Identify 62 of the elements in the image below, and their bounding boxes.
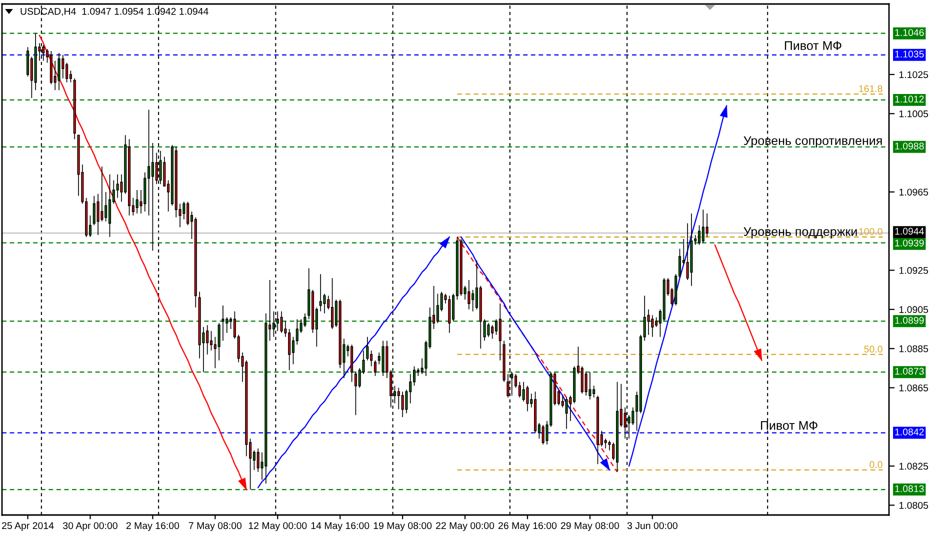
y-tick-label: 1.0905 [899, 306, 928, 314]
y-tick-label: 1.0865 [899, 384, 928, 392]
candlestick [73, 78, 76, 140]
candlestick [542, 424, 544, 445]
ref-line-label: 1.0988 [895, 142, 924, 150]
annotation: Пивот МФ [760, 421, 818, 430]
x-tick-label: 14 May 16:00 [311, 522, 370, 532]
ref-line-label: 1.0873 [895, 368, 924, 375]
line-series [38, 34, 247, 490]
candlestick [350, 344, 354, 382]
y-tick-label: 1.0825 [899, 462, 928, 470]
x-tick-label: 7 May 08:00 [188, 522, 242, 532]
candlestick [498, 303, 502, 361]
candlestick [401, 391, 404, 418]
x-tick-label: 25 Apr 2014 [2, 522, 54, 532]
annotation: Уровень сопротивления [744, 136, 882, 148]
x-tick-label: 2 May 16:00 [126, 522, 180, 532]
x-tick-label: 22 May 00:00 [436, 522, 494, 532]
x-tick-label: 12 May 00:00 [248, 522, 307, 532]
chart-title: USDCAD,H4 1.0947 1.0954 1.0942 1.0944 [20, 8, 208, 16]
ref-line-label: 1.0842 [895, 428, 924, 436]
candlestick [58, 52, 60, 91]
y-tick-label: 1.0965 [899, 188, 928, 196]
line-series [714, 244, 762, 361]
candlestick [565, 397, 568, 430]
y-tick-label: 1.0925 [899, 267, 928, 274]
ref-line-label: 1.0899 [895, 316, 924, 324]
candlestick [354, 372, 357, 416]
x-tick-label: 30 Apr 00:00 [63, 522, 118, 532]
candlestick [502, 340, 506, 382]
series-label: 100.0 [859, 228, 882, 236]
candlestick [468, 280, 470, 310]
series-label: 50.0 [864, 346, 882, 353]
candlestick [331, 278, 334, 330]
series-label: 161.8 [859, 85, 882, 92]
y-tick-label: 1.0805 [899, 502, 928, 509]
ref-line-label: 1.1012 [895, 96, 924, 103]
candlestick [374, 360, 377, 376]
candlestick [280, 310, 283, 334]
candlestick [596, 395, 600, 465]
y-tick-label: 1.1005 [899, 110, 928, 118]
ref-line-label: 1.0939 [895, 240, 924, 246]
y-tick-label: 1.0885 [899, 345, 928, 352]
x-tick-label: 26 May 16:00 [498, 522, 557, 532]
candlestick [448, 295, 451, 334]
candlestick [526, 385, 529, 412]
annotation: Пивот МФ [784, 41, 842, 50]
ref-line-label: 1.1046 [895, 29, 924, 36]
ref-line-label: 1.0944 [895, 228, 924, 235]
candlestick [128, 138, 131, 216]
candlestick [108, 174, 112, 238]
y-tick-label: 1.1025 [899, 71, 928, 78]
candlestick [319, 274, 322, 312]
x-tick-label: 3 Jun 00:00 [627, 522, 678, 530]
annotation: Уровень поддержки [744, 227, 857, 238]
x-tick-label: 19 May 08:00 [374, 522, 432, 532]
candlestick [136, 190, 138, 214]
x-tick-label: 29 May 08:00 [560, 522, 620, 532]
ref-line-label: 1.0813 [895, 485, 924, 492]
candlestick [616, 381, 619, 472]
ref-line-label: 1.1035 [895, 50, 924, 58]
series-label: 0.0 [870, 461, 882, 468]
